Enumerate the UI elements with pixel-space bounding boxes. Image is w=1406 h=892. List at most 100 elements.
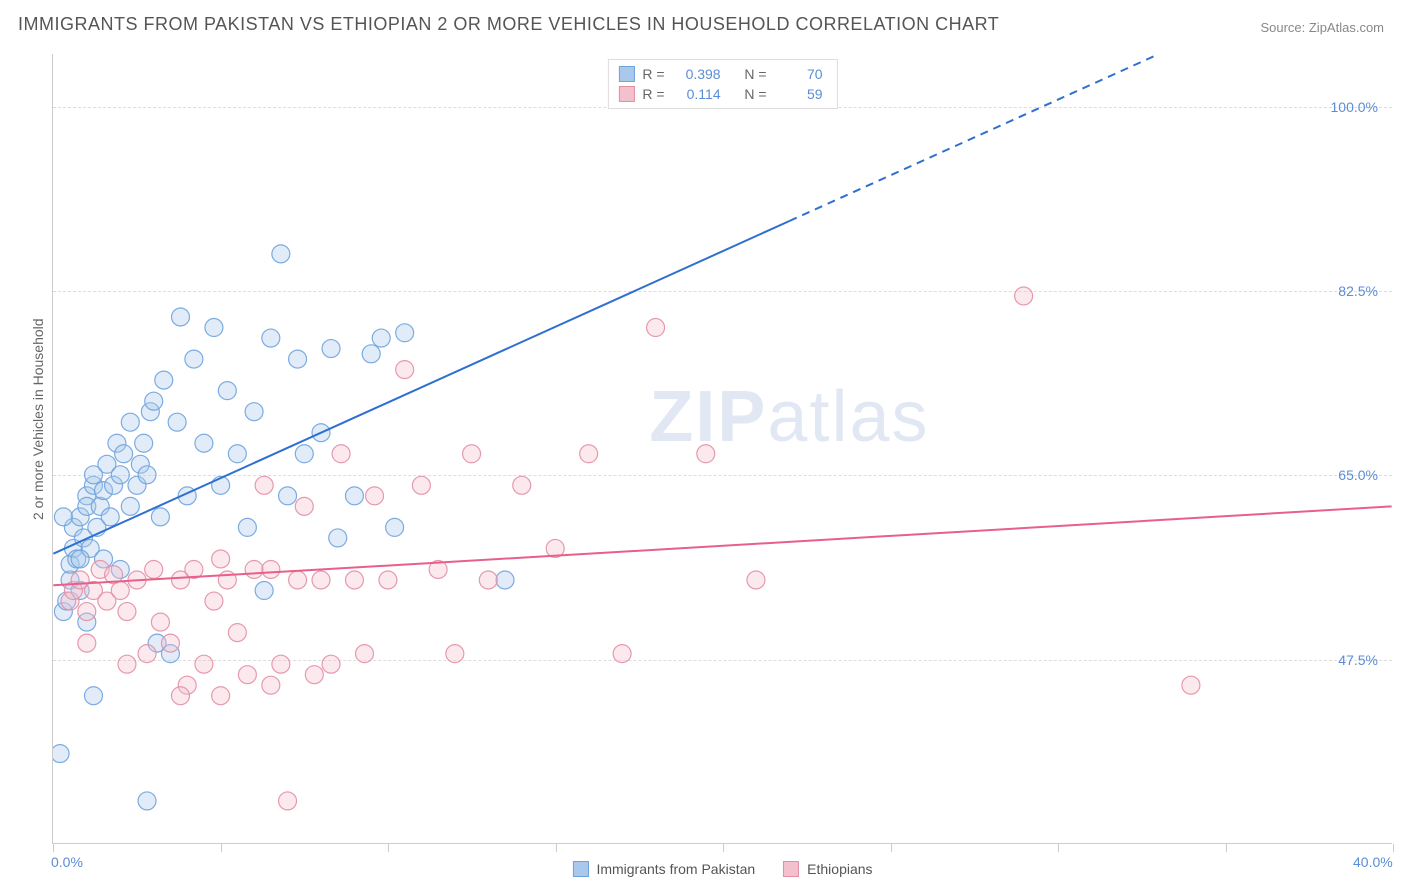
x-tick-label: 40.0% xyxy=(1353,854,1393,870)
x-tick xyxy=(53,844,54,852)
data-point-pakistan xyxy=(138,792,156,810)
data-point-ethiopians xyxy=(1182,676,1200,694)
data-point-ethiopians xyxy=(580,445,598,463)
swatch-ethiopians xyxy=(618,86,634,102)
chart-title: IMMIGRANTS FROM PAKISTAN VS ETHIOPIAN 2 … xyxy=(18,14,999,35)
source-attribution: Source: ZipAtlas.com xyxy=(1260,20,1384,35)
r-label: R = xyxy=(642,84,664,104)
y-axis-label: 2 or more Vehicles in Household xyxy=(30,318,46,520)
data-point-ethiopians xyxy=(697,445,715,463)
data-point-pakistan xyxy=(205,319,223,337)
data-point-ethiopians xyxy=(747,571,765,589)
data-point-ethiopians xyxy=(279,792,297,810)
data-point-ethiopians xyxy=(205,592,223,610)
data-point-ethiopians xyxy=(212,687,230,705)
data-point-pakistan xyxy=(54,508,72,526)
data-point-pakistan xyxy=(279,487,297,505)
data-point-pakistan xyxy=(372,329,390,347)
data-point-ethiopians xyxy=(138,645,156,663)
series-legend: Immigrants from Pakistan Ethiopians xyxy=(572,861,872,877)
stats-legend-row-pakistan: R = 0.398 N = 70 xyxy=(618,64,822,84)
data-point-ethiopians xyxy=(366,487,384,505)
data-point-ethiopians xyxy=(513,476,531,494)
data-point-pakistan xyxy=(145,392,163,410)
n-value-pakistan: 70 xyxy=(775,64,823,84)
n-label: N = xyxy=(744,84,766,104)
data-point-pakistan xyxy=(111,466,129,484)
swatch-ethiopians-bottom xyxy=(783,861,799,877)
data-point-ethiopians xyxy=(262,560,280,578)
data-point-pakistan xyxy=(218,382,236,400)
data-point-ethiopians xyxy=(356,645,374,663)
r-value-pakistan: 0.398 xyxy=(673,64,721,84)
swatch-pakistan xyxy=(618,66,634,82)
data-point-ethiopians xyxy=(262,676,280,694)
data-point-pakistan xyxy=(168,413,186,431)
data-point-ethiopians xyxy=(332,445,350,463)
data-point-pakistan xyxy=(71,550,89,568)
data-point-pakistan xyxy=(245,403,263,421)
chart-plot-area: ZIPatlas R = 0.398 N = 70 R = 0.114 N = … xyxy=(52,54,1392,844)
data-point-ethiopians xyxy=(295,497,313,515)
data-point-ethiopians xyxy=(613,645,631,663)
data-point-ethiopians xyxy=(195,655,213,673)
x-tick xyxy=(1058,844,1059,852)
data-point-ethiopians xyxy=(312,571,330,589)
trendline-dashed-pakistan xyxy=(789,54,1158,221)
data-point-pakistan xyxy=(262,329,280,347)
data-point-pakistan xyxy=(53,745,69,763)
data-point-ethiopians xyxy=(647,319,665,337)
data-point-pakistan xyxy=(238,518,256,536)
x-tick xyxy=(221,844,222,852)
scatter-svg xyxy=(53,54,1392,843)
r-value-ethiopians: 0.114 xyxy=(673,84,721,104)
trendline-ethiopians xyxy=(53,506,1391,585)
x-tick xyxy=(1393,844,1394,852)
data-point-ethiopians xyxy=(322,655,340,673)
stats-legend: R = 0.398 N = 70 R = 0.114 N = 59 xyxy=(607,59,837,109)
data-point-pakistan xyxy=(496,571,514,589)
data-point-pakistan xyxy=(121,497,139,515)
legend-item-ethiopians: Ethiopians xyxy=(783,861,872,877)
data-point-ethiopians xyxy=(111,582,129,600)
data-point-pakistan xyxy=(121,413,139,431)
n-value-ethiopians: 59 xyxy=(775,84,823,104)
data-point-ethiopians xyxy=(255,476,273,494)
data-point-pakistan xyxy=(138,466,156,484)
data-point-ethiopians xyxy=(171,687,189,705)
data-point-pakistan xyxy=(135,434,153,452)
data-point-ethiopians xyxy=(305,666,323,684)
data-point-ethiopians xyxy=(145,560,163,578)
legend-label-pakistan: Immigrants from Pakistan xyxy=(596,861,755,877)
data-point-pakistan xyxy=(151,508,169,526)
legend-label-ethiopians: Ethiopians xyxy=(807,861,872,877)
data-point-pakistan xyxy=(228,445,246,463)
data-point-ethiopians xyxy=(446,645,464,663)
data-point-pakistan xyxy=(329,529,347,547)
x-tick xyxy=(723,844,724,852)
data-point-ethiopians xyxy=(379,571,397,589)
data-point-pakistan xyxy=(195,434,213,452)
n-label: N = xyxy=(744,64,766,84)
swatch-pakistan-bottom xyxy=(572,861,588,877)
data-point-pakistan xyxy=(289,350,307,368)
data-point-pakistan xyxy=(115,445,133,463)
data-point-ethiopians xyxy=(345,571,363,589)
legend-item-pakistan: Immigrants from Pakistan xyxy=(572,861,755,877)
x-tick xyxy=(556,844,557,852)
data-point-pakistan xyxy=(345,487,363,505)
data-point-pakistan xyxy=(171,308,189,326)
data-point-ethiopians xyxy=(78,634,96,652)
data-point-ethiopians xyxy=(161,634,179,652)
data-point-ethiopians xyxy=(479,571,497,589)
stats-legend-row-ethiopians: R = 0.114 N = 59 xyxy=(618,84,822,104)
data-point-pakistan xyxy=(322,340,340,358)
x-tick xyxy=(1226,844,1227,852)
data-point-ethiopians xyxy=(463,445,481,463)
data-point-ethiopians xyxy=(396,361,414,379)
r-label: R = xyxy=(642,64,664,84)
data-point-ethiopians xyxy=(118,655,136,673)
data-point-pakistan xyxy=(295,445,313,463)
data-point-ethiopians xyxy=(78,603,96,621)
data-point-ethiopians xyxy=(272,655,290,673)
